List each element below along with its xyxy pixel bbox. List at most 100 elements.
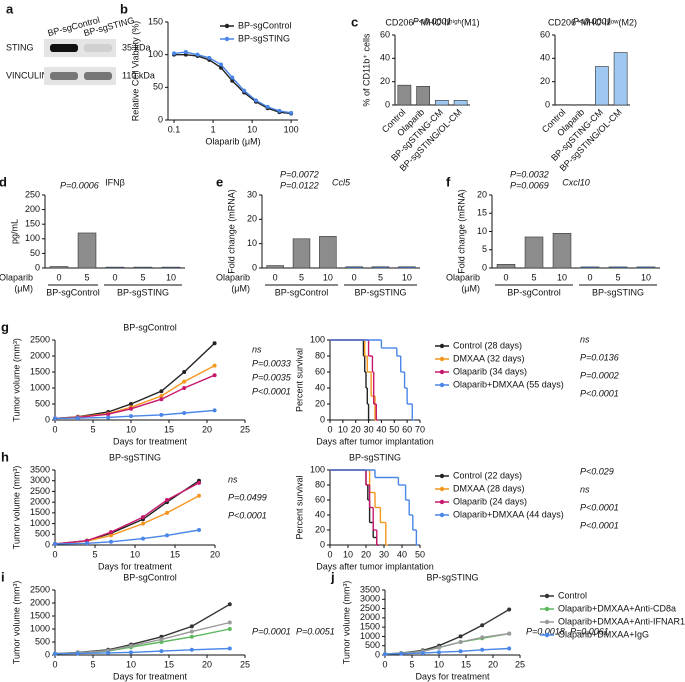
y-axis-label: Tumor volume (mm³) bbox=[341, 581, 351, 665]
annotation: P=0.0033 bbox=[252, 358, 291, 368]
bar bbox=[524, 236, 544, 269]
x-axis-label: Olaparib (μM) bbox=[205, 136, 260, 146]
y-tick-label: 2500 bbox=[30, 334, 50, 344]
y-axis-label: Fold change (mRNA) bbox=[456, 189, 466, 274]
x-tick-label: 5 bbox=[409, 659, 414, 669]
data-point bbox=[480, 647, 485, 652]
data-point bbox=[159, 637, 164, 642]
y-tick-label: 100 bbox=[310, 334, 325, 344]
y-tick-label: 150 bbox=[148, 16, 163, 26]
y-axis-label: Percent survival bbox=[294, 348, 304, 412]
category-label: 5 bbox=[84, 272, 89, 282]
annotation: P=0.0061 bbox=[570, 626, 609, 636]
data-point bbox=[182, 370, 187, 374]
y-tick-label: 30 bbox=[247, 189, 257, 199]
x-axis-label: Days for treatment bbox=[415, 671, 490, 681]
annotation: P=0.0002 bbox=[580, 370, 619, 380]
blot-strip bbox=[44, 67, 116, 85]
y-tick-label: 2000 bbox=[360, 612, 380, 622]
x-tick-label: 5 bbox=[90, 659, 95, 669]
x-tick-label: 0 bbox=[382, 659, 387, 669]
data-point bbox=[129, 414, 133, 419]
x-tick-label: 40 bbox=[397, 549, 407, 559]
x-tick-label: 20 bbox=[202, 659, 212, 669]
y-tick-label: 20 bbox=[477, 189, 487, 199]
legend-marker bbox=[439, 512, 445, 518]
chart-title: BP-sgSTING bbox=[349, 452, 401, 462]
data-point bbox=[53, 541, 57, 546]
data-point bbox=[480, 623, 485, 628]
category-label: 5 bbox=[378, 272, 383, 282]
legend-label: Olaparib+DMXAA+Anti-CD8a bbox=[558, 603, 676, 613]
series-line bbox=[54, 529, 200, 545]
y-tick-label: 3000 bbox=[30, 475, 50, 485]
legend-label: Olaparib (34 days) bbox=[453, 366, 527, 376]
bar bbox=[397, 84, 412, 106]
data-point bbox=[219, 62, 224, 67]
category-label: 0 bbox=[112, 272, 117, 282]
annotation: P<0.0001 bbox=[580, 388, 619, 398]
data-point bbox=[195, 52, 200, 57]
y-tick-label: 2000 bbox=[30, 497, 50, 507]
x-tick-label: 0 bbox=[52, 549, 57, 559]
group-label: BP-sgSTING bbox=[354, 287, 406, 297]
data-point bbox=[227, 602, 232, 607]
annotation: P<0.0001 bbox=[228, 510, 267, 520]
data-point bbox=[159, 412, 164, 417]
y-tick-label: 1500 bbox=[30, 610, 50, 620]
legend-marker bbox=[544, 606, 550, 612]
category-label: 0 bbox=[503, 272, 508, 282]
data-point bbox=[141, 521, 145, 526]
x-tick-label: 50 bbox=[389, 424, 399, 434]
y-tick-label: 80 bbox=[315, 479, 325, 489]
series-line bbox=[384, 608, 510, 655]
bar bbox=[580, 266, 600, 269]
category-label: 0 bbox=[273, 272, 278, 282]
category-label: 0 bbox=[352, 272, 357, 282]
x-tick-label: 1 bbox=[211, 124, 216, 134]
bar bbox=[416, 86, 430, 106]
x-axis-label: Olaparib bbox=[0, 272, 33, 282]
x-axis-label: Days for treatment bbox=[113, 436, 188, 446]
panel-letter: h bbox=[1, 449, 9, 464]
bar bbox=[345, 266, 363, 269]
panel-letter: c bbox=[351, 14, 358, 29]
data-point bbox=[141, 536, 145, 541]
y-tick-label: 50 bbox=[30, 248, 40, 258]
y-tick-label: 40 bbox=[540, 53, 550, 63]
x-tick-label: 0 bbox=[327, 549, 332, 559]
annotation: P<0.0001 bbox=[413, 16, 452, 26]
category-label: 10 bbox=[323, 272, 333, 282]
data-point bbox=[383, 652, 387, 657]
legend-label: Control (28 days) bbox=[453, 340, 522, 350]
y-tick-label: 500 bbox=[365, 640, 380, 650]
annotation: P=0.0122 bbox=[280, 180, 319, 190]
data-point bbox=[212, 341, 217, 346]
x-tick-label: 5 bbox=[92, 549, 97, 559]
data-point bbox=[165, 498, 169, 502]
y-tick-label: 500 bbox=[35, 636, 50, 646]
y-tick-label: 20 bbox=[380, 76, 390, 86]
data-point bbox=[227, 627, 232, 631]
x-tick-label: 10 bbox=[434, 659, 444, 669]
y-tick-label: 0 bbox=[158, 114, 163, 124]
x-tick-label: 100 bbox=[284, 124, 299, 134]
legend-label: Olaparib+DMXAA (55 days) bbox=[453, 379, 564, 389]
y-tick-label: 0 bbox=[45, 414, 50, 424]
y-tick-label: 10 bbox=[477, 226, 487, 236]
bar bbox=[266, 265, 284, 269]
legend-marker bbox=[439, 473, 445, 479]
x-tick-label: 10 bbox=[343, 549, 353, 559]
annotation: ns bbox=[580, 334, 590, 344]
bar bbox=[371, 266, 390, 269]
y-tick-label: 3500 bbox=[30, 464, 50, 474]
annotation: P=0.0035 bbox=[252, 372, 292, 382]
x-tick-label: 40 bbox=[376, 424, 386, 434]
x-tick-label: 15 bbox=[461, 659, 471, 669]
x-tick-label: 30 bbox=[379, 549, 389, 559]
annotation: P<0.0001 bbox=[252, 386, 291, 396]
legend-marker bbox=[544, 619, 550, 625]
series-line bbox=[54, 495, 200, 545]
y-tick-label: 60 bbox=[380, 29, 390, 39]
data-point bbox=[197, 480, 201, 485]
